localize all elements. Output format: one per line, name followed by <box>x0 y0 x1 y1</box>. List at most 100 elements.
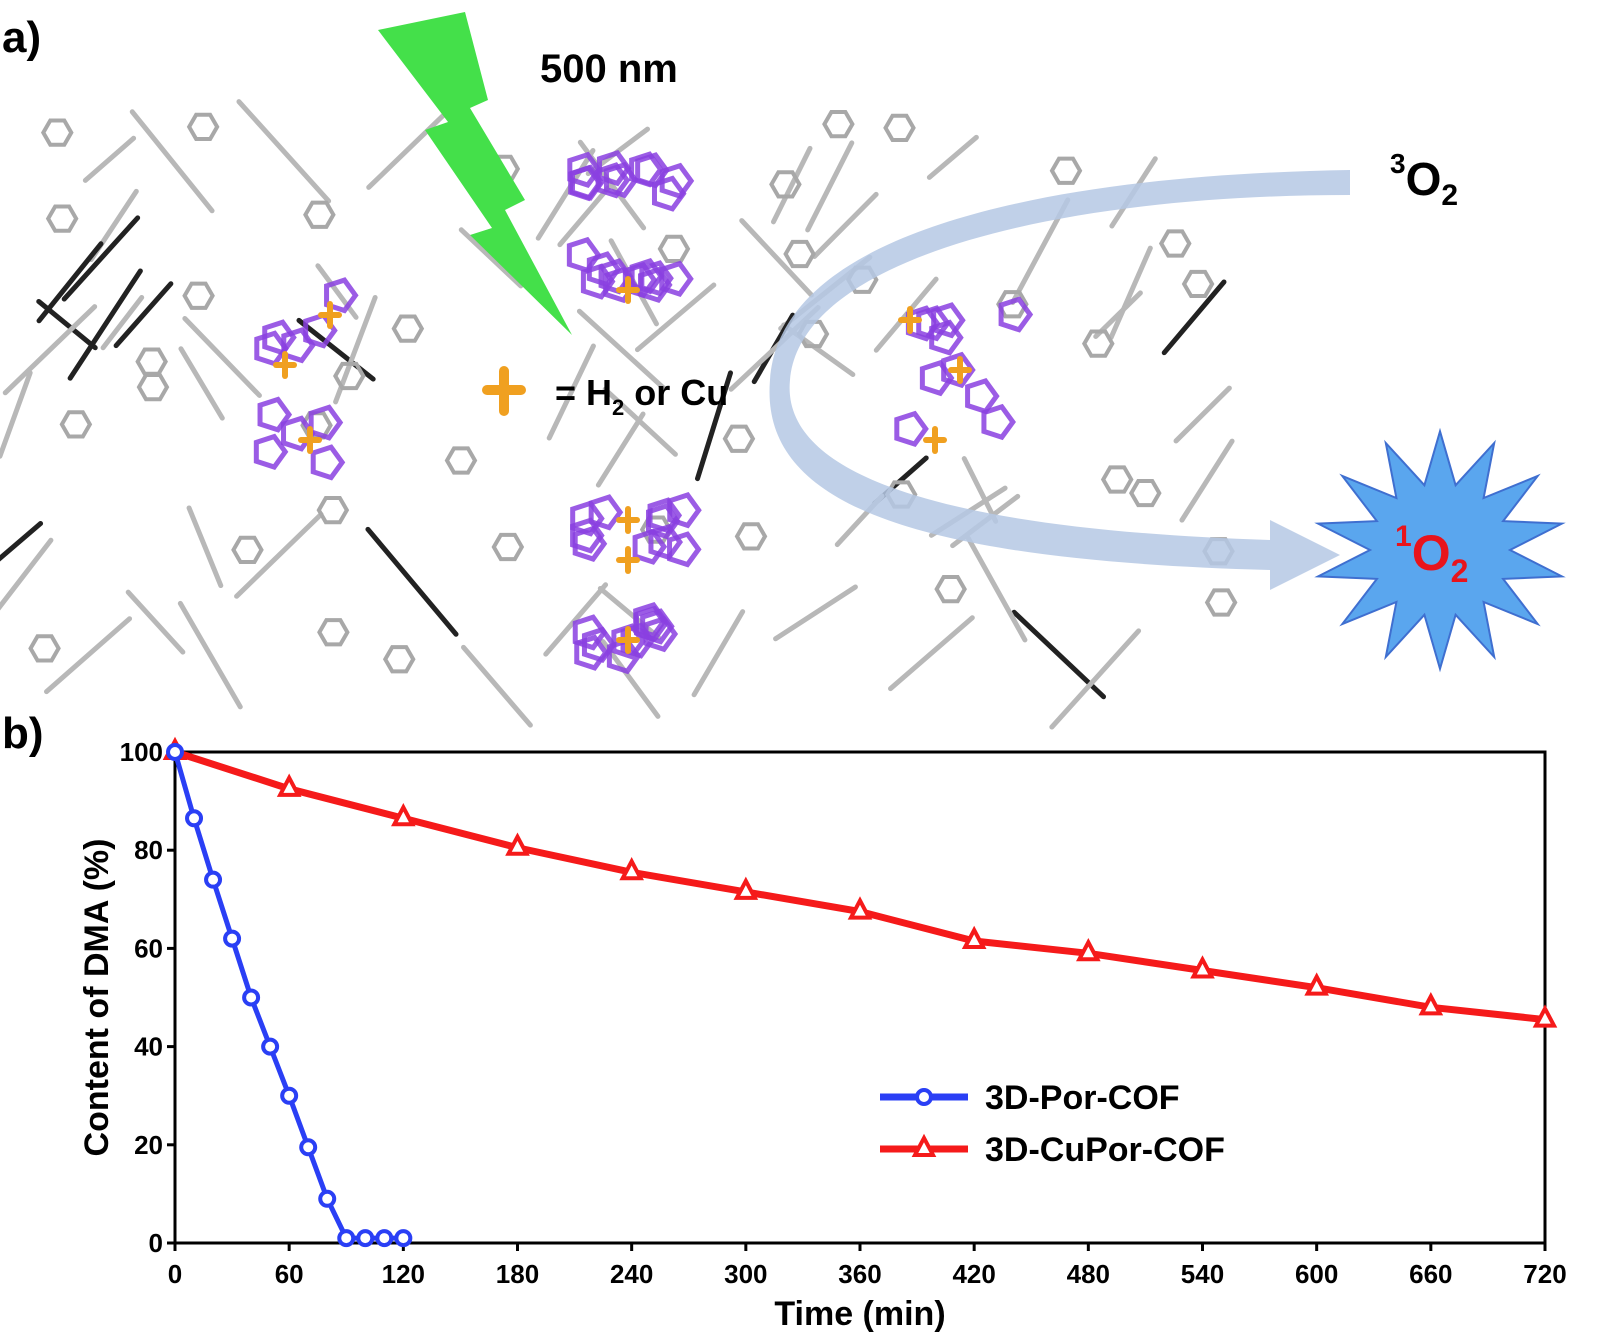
metal-center <box>625 626 631 654</box>
data-point-triangle <box>1304 972 1329 996</box>
series-line <box>172 751 404 1241</box>
linker-bond <box>315 263 359 320</box>
porphyrin-ring <box>894 410 929 448</box>
linker-bond <box>773 584 858 642</box>
metal-center <box>625 276 631 304</box>
y-tick-label: 100 <box>120 737 163 767</box>
porphyrin-ring <box>629 151 664 188</box>
porphyrin-ring <box>633 601 668 639</box>
phenyl-ring <box>391 314 425 343</box>
metal-center-key-label: = H2 or Cu <box>555 372 728 420</box>
data-point-circle <box>242 988 261 1007</box>
phenyl-ring <box>1081 329 1115 358</box>
y-tick-label: 40 <box>134 1032 163 1062</box>
linker-bond <box>965 535 1028 643</box>
phenyl-ring <box>136 373 170 402</box>
linker-bond <box>236 99 332 204</box>
data-point-circle <box>261 1037 280 1056</box>
linker-bond <box>129 109 215 214</box>
series-3D-Por-COF <box>166 743 413 1248</box>
cof-structure-illustration <box>0 99 1238 730</box>
data-point-triangle <box>733 876 759 900</box>
linker-bond <box>100 294 145 351</box>
linker-bond <box>1049 628 1142 730</box>
phenyl-ring <box>934 575 967 604</box>
series-line <box>173 748 1546 1024</box>
porphyrin-ring <box>310 444 346 481</box>
porphyrin-ring <box>603 161 639 199</box>
metal-center <box>327 301 333 329</box>
linker-bond <box>1161 279 1227 356</box>
phenyl-ring <box>382 645 416 674</box>
phenyl-ring <box>316 495 350 525</box>
chart: 0 60 120 180 240 300 360 420 480 540 600 660 720 0 20 4… <box>78 736 1567 1333</box>
y-axis-label: Content of DMA (%) <box>78 839 116 1157</box>
linker-bond <box>61 215 141 302</box>
singlet-oxygen-star-icon <box>1314 427 1566 673</box>
linker-bond <box>694 370 733 482</box>
linker-bond <box>177 600 243 710</box>
phenyl-ring <box>45 204 79 233</box>
x-tick-label: 360 <box>838 1259 881 1289</box>
porphyrin-ring <box>998 296 1034 333</box>
data-point-circle <box>223 929 242 948</box>
phenyl-ring <box>1204 588 1238 617</box>
data-point-triangle <box>1418 992 1444 1016</box>
phenyl-ring <box>40 118 74 147</box>
linker-bond <box>805 140 855 233</box>
linker-bond <box>1108 245 1153 341</box>
porphyrin-ring <box>254 330 289 367</box>
data-point-circle <box>280 1086 299 1105</box>
porphyrin-ring <box>659 260 694 297</box>
linker-bond <box>36 241 104 324</box>
porphyrin-ring <box>981 403 1016 441</box>
linker-bond <box>0 521 44 562</box>
y-tick-label: 20 <box>134 1130 163 1160</box>
phenyl-ring <box>317 618 350 647</box>
linker-bond <box>0 370 33 459</box>
linker-bond <box>961 456 999 524</box>
light-wavelength-label: 500 nm <box>540 47 678 91</box>
phenyl-ring <box>182 281 215 310</box>
porphyrin-ring <box>308 404 344 441</box>
linker-bond <box>691 609 746 698</box>
porphyrin-ring <box>566 236 602 274</box>
linker-bond <box>595 411 646 488</box>
linker-bond <box>365 526 459 637</box>
data-point-triangle <box>847 896 873 920</box>
phenyl-ring <box>303 200 336 229</box>
y-tick-label: 80 <box>134 835 163 865</box>
data-point-circle <box>915 1088 933 1106</box>
porphyrin-ring <box>324 277 359 314</box>
porphyrin-ring <box>572 525 608 562</box>
phenyl-ring <box>657 234 691 264</box>
porphyrin-ring <box>253 433 289 470</box>
x-tick-label: 300 <box>724 1259 767 1289</box>
linker-bond <box>178 346 225 421</box>
linker-bond <box>182 316 262 398</box>
linker-bond <box>887 615 975 692</box>
linker-bond <box>234 511 324 599</box>
phenyl-ring <box>783 239 816 269</box>
metal-center <box>907 306 913 334</box>
porphyrin-ring <box>651 175 687 212</box>
phenyl-ring <box>1158 229 1192 258</box>
linker-bond <box>602 386 678 457</box>
phenyl-ring <box>333 361 366 391</box>
porphyrin-ring <box>667 531 702 568</box>
linker-bond <box>546 343 596 441</box>
y-tick-label: 0 <box>149 1228 163 1258</box>
porphyrin-ring <box>639 260 674 297</box>
porphyrin-ring <box>567 151 602 189</box>
metal-center <box>282 351 288 379</box>
x-tick-label: 600 <box>1295 1259 1338 1289</box>
x-tick-label: 720 <box>1523 1259 1566 1289</box>
linker-bond <box>113 281 174 349</box>
linker-bond <box>770 145 813 225</box>
data-point-circle <box>375 1229 394 1248</box>
linker-bond <box>461 644 533 728</box>
data-point-circle <box>166 743 184 761</box>
data-point-circle <box>185 809 204 828</box>
phenyl-ring <box>444 446 478 475</box>
